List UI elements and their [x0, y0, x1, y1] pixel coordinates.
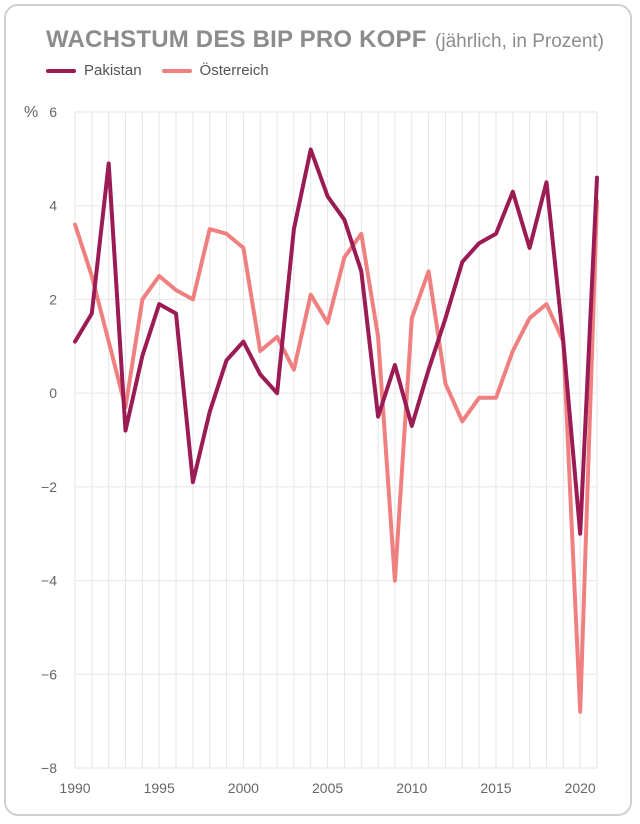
y-tick-label: −8 — [41, 760, 57, 776]
x-tick-label: 2005 — [312, 780, 343, 796]
series-line-oesterreich — [73, 199, 599, 714]
grid-lines — [74, 111, 598, 769]
x-tick-label: 1995 — [144, 780, 175, 796]
chart-title-main: WACHSTUM DES BIP PRO KOPF — [46, 26, 427, 53]
legend-item-oesterreich: Österreich — [161, 62, 269, 79]
chart-legend: Pakistan Österreich — [46, 62, 269, 79]
x-tick-label: 1990 — [59, 780, 90, 796]
series-lines — [73, 147, 599, 714]
chart-title: WACHSTUM DES BIP PRO KOPF (jährlich, in … — [46, 26, 604, 54]
legend-item-pakistan: Pakistan — [46, 62, 142, 79]
y-tick-label: −4 — [41, 573, 57, 589]
x-tick-label: 2000 — [228, 780, 259, 796]
y-tick-label: 0 — [49, 385, 57, 401]
chart-subtitle: (jährlich, in Prozent) — [435, 31, 604, 52]
y-tick-label: −6 — [41, 666, 57, 682]
x-tick-label: 2015 — [480, 780, 511, 796]
legend-label-pakistan: Pakistan — [84, 62, 142, 79]
y-tick-label: −2 — [41, 479, 57, 495]
series-line-pakistan — [73, 147, 599, 536]
legend-swatch-oesterreich — [161, 68, 192, 73]
y-axis-unit-label: % — [24, 104, 38, 121]
legend-swatch-pakistan — [46, 68, 76, 73]
x-tick-label: 2010 — [396, 780, 427, 796]
y-tick-label: 6 — [49, 104, 57, 120]
y-tick-label: 2 — [49, 291, 57, 307]
y-tick-label: 4 — [49, 198, 57, 214]
x-tick-label: 2020 — [565, 780, 596, 796]
legend-label-oesterreich: Österreich — [199, 62, 269, 79]
